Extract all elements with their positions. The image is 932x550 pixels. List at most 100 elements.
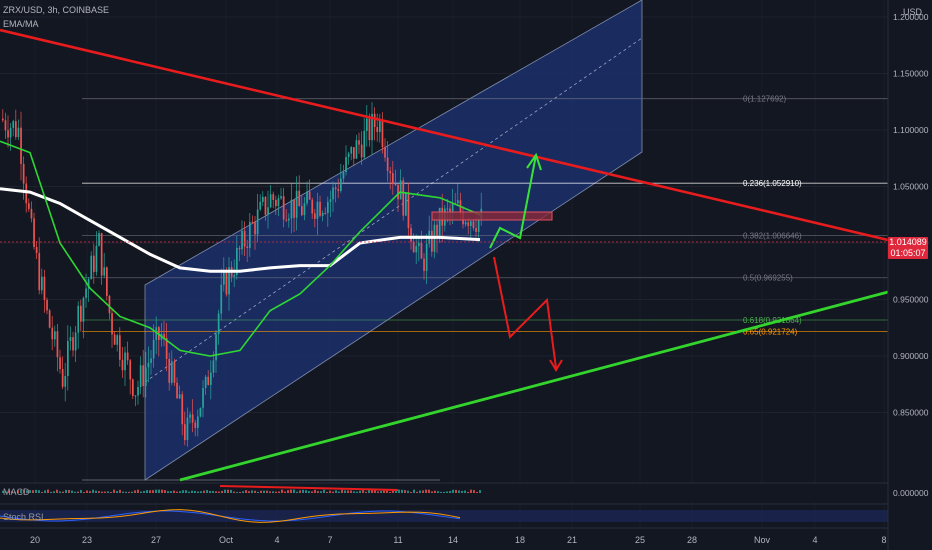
macd-bar xyxy=(422,490,424,493)
macd-bar xyxy=(5,491,7,493)
candle-body xyxy=(457,200,459,204)
macd-bar xyxy=(122,491,124,493)
candle-body xyxy=(467,222,470,226)
fib-level-label: 0.236(1.052910) xyxy=(743,179,802,188)
macd-bar xyxy=(320,491,322,493)
candle-body xyxy=(345,157,347,173)
macd-bar xyxy=(278,491,280,493)
candle-body xyxy=(155,327,158,340)
macd-bar xyxy=(362,489,364,493)
candle-body xyxy=(431,230,433,252)
time-tick-label: 18 xyxy=(515,535,525,545)
candle-body xyxy=(126,352,129,361)
time-tick-label: 28 xyxy=(687,535,697,545)
candle-body xyxy=(210,372,212,385)
macd-bar xyxy=(332,491,334,493)
candle-body xyxy=(275,199,277,207)
candle-body xyxy=(308,191,311,200)
indicator-legend[interactable]: EMA/MA xyxy=(3,19,39,29)
candle-body xyxy=(77,305,80,333)
candle-body xyxy=(243,230,246,247)
macd-bar xyxy=(269,491,271,493)
macd-bar xyxy=(203,490,205,493)
macd-bar xyxy=(365,491,367,493)
candle-body xyxy=(329,199,332,202)
stoch-rsi-label[interactable]: Stoch RSI xyxy=(3,512,44,522)
macd-bar xyxy=(398,489,400,493)
candle-body xyxy=(368,118,371,141)
macd-bar xyxy=(410,491,412,493)
macd-bar xyxy=(20,490,22,493)
macd-bar xyxy=(329,490,331,493)
macd-bar xyxy=(119,489,121,493)
time-tick-label: 25 xyxy=(635,535,645,545)
macd-bar xyxy=(275,491,277,493)
stoch-rsi-lines xyxy=(0,509,461,523)
macd-bar xyxy=(44,490,46,493)
price-tick-label: 1.150000 xyxy=(893,69,929,79)
candle-body xyxy=(472,221,475,229)
macd-bar xyxy=(359,490,361,493)
macd-bar xyxy=(299,490,301,493)
candle-body xyxy=(51,327,54,340)
candle-body xyxy=(228,267,230,295)
time-axis[interactable]: 20 23 27 Oct 4 7 11 14 18 21 25 28 Nov 4 8 xyxy=(30,535,887,545)
candle-body xyxy=(256,209,259,235)
candle-body xyxy=(446,208,449,210)
macd-bar xyxy=(236,491,238,493)
candle-body xyxy=(48,310,51,328)
macd-bar xyxy=(2,490,4,493)
macd-bar xyxy=(386,490,388,493)
macd-bar xyxy=(347,490,349,493)
macd-bar xyxy=(260,490,262,493)
macd-bar xyxy=(56,489,58,493)
candle-body xyxy=(316,201,319,219)
macd-bar xyxy=(401,489,403,493)
channel-midline xyxy=(144,37,643,383)
price-tick-label: 1.100000 xyxy=(893,125,929,135)
candle-body xyxy=(191,414,194,423)
macd-bar xyxy=(245,490,247,493)
fib-level-label: 0.618(0.931864) xyxy=(743,316,802,325)
time-tick-label: 7 xyxy=(327,535,332,545)
candle-body xyxy=(272,194,275,200)
candle-body xyxy=(7,130,9,138)
candle-body xyxy=(217,313,220,335)
candle-body xyxy=(173,361,176,383)
candle-body xyxy=(103,267,106,276)
candle-body xyxy=(293,199,295,218)
bullish-path-arrow xyxy=(489,154,537,249)
macd-bar xyxy=(239,491,241,493)
macd-bar xyxy=(272,491,274,493)
candle-body xyxy=(371,113,373,141)
candle-body xyxy=(194,422,197,428)
macd-bar xyxy=(14,491,16,493)
macd-bar xyxy=(185,490,187,493)
macd-bar xyxy=(335,490,337,493)
macd-label[interactable]: MACD xyxy=(3,487,30,497)
macd-bar xyxy=(182,490,184,493)
macd-bar xyxy=(419,490,421,493)
candle-body xyxy=(449,208,451,212)
candle-body xyxy=(373,113,376,128)
fib-retracement: 0(1.127692) 0.236(1.052910) 0.382(1.006646… xyxy=(82,95,888,336)
macd-bar xyxy=(8,490,10,493)
candle-body xyxy=(475,228,477,232)
candle-body xyxy=(384,147,386,158)
macd-bar xyxy=(308,491,310,493)
macd-bar xyxy=(101,491,103,493)
macd-bar xyxy=(467,491,469,493)
candle-body xyxy=(324,212,327,214)
candle-body xyxy=(137,386,139,396)
macd-bar xyxy=(254,490,256,493)
candle-body xyxy=(246,246,249,248)
macd-bar xyxy=(437,491,439,493)
macd-bar xyxy=(29,490,31,493)
candle-body xyxy=(168,358,171,383)
last-price-value: 1.014089 xyxy=(889,237,927,247)
candle-body xyxy=(321,212,324,216)
stoch-rsi-band xyxy=(0,510,888,522)
macd-bar xyxy=(224,489,226,493)
candle-body xyxy=(225,270,228,295)
